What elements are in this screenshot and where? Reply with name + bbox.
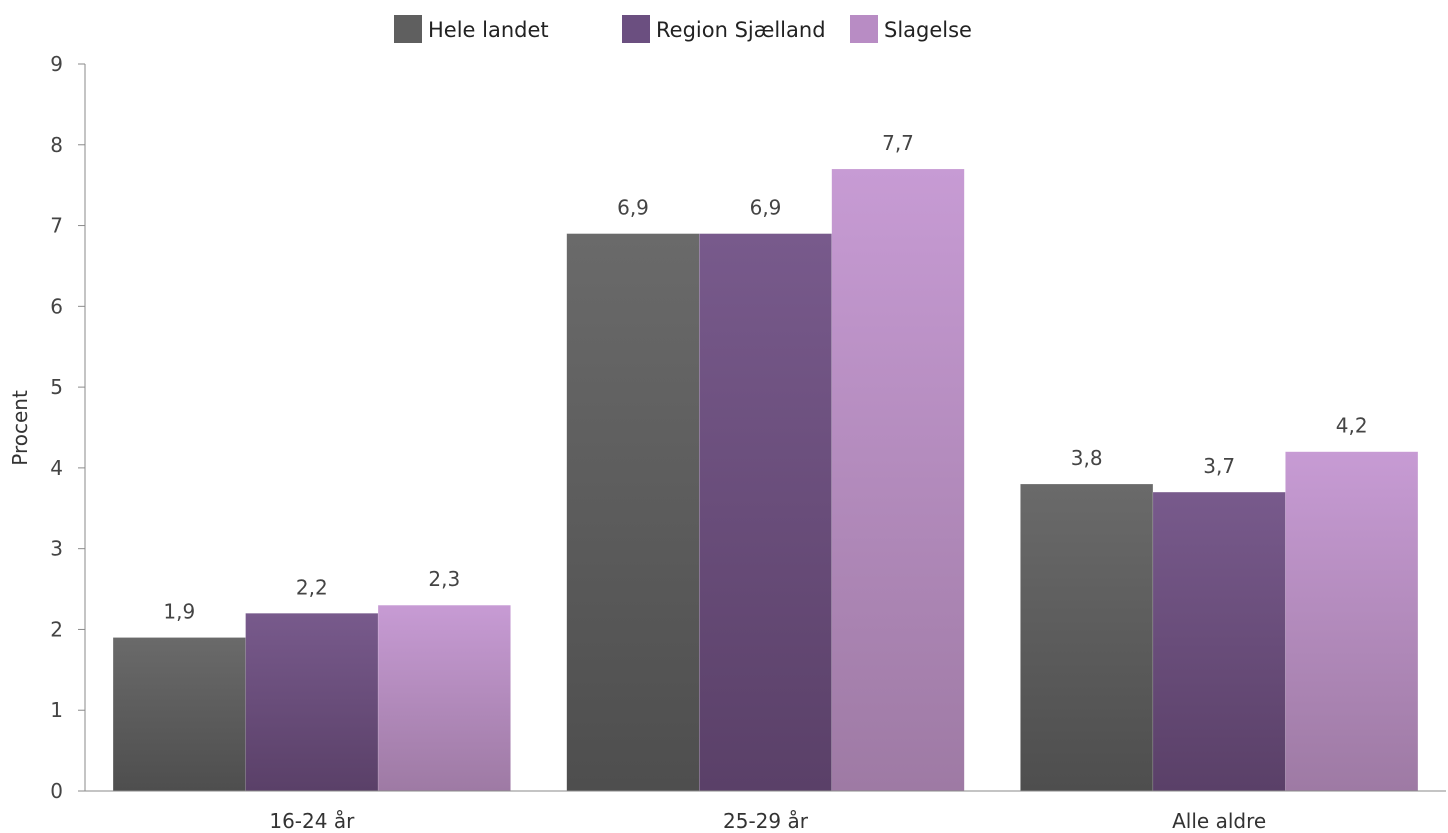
legend-label: Hele landet: [428, 18, 549, 42]
bar-hele-landet: [112, 637, 246, 792]
bar-hele-landet: [566, 233, 700, 792]
y-tick-label: 9: [50, 52, 63, 76]
y-tick-label: 8: [50, 133, 63, 157]
legend-swatch: [850, 15, 878, 43]
legend-swatch: [622, 15, 650, 43]
legend-label: Slagelse: [884, 18, 972, 42]
y-axis: 0 1 2 3 4 5 6 7 8 9: [50, 52, 86, 803]
data-label: 6,9: [750, 196, 782, 220]
bar-region-sj-lland: [245, 613, 379, 792]
bar-hele-landet: [1020, 483, 1154, 792]
y-tick-label: 4: [50, 456, 63, 480]
x-tick-label: 16-24 år: [269, 809, 355, 833]
data-label: 2,2: [296, 575, 328, 599]
bar-slagelse: [1285, 451, 1419, 792]
bar-region-sj-lland: [699, 233, 832, 792]
x-tick-label: Alle aldre: [1172, 809, 1266, 833]
legend-swatch: [394, 15, 422, 43]
data-label: 6,9: [617, 196, 649, 220]
y-tick-label: 7: [50, 214, 63, 238]
y-tick-label: 3: [50, 537, 63, 561]
data-label: 7,7: [882, 131, 914, 155]
y-tick-label: 1: [50, 698, 63, 722]
legend: Hele landet Region Sjælland Slagelse: [394, 15, 972, 43]
data-label: 4,2: [1336, 414, 1368, 438]
y-tick-label: 0: [50, 779, 63, 803]
bar-slagelse: [377, 604, 511, 792]
x-tick-label: 25-29 år: [723, 809, 809, 833]
data-label: 3,8: [1071, 446, 1103, 470]
y-axis-title: Procent: [8, 390, 32, 466]
bar-region-sj-lland: [1152, 491, 1286, 792]
legend-label: Region Sjælland: [656, 18, 826, 42]
data-label: 1,9: [163, 600, 195, 624]
y-tick-label: 2: [50, 617, 63, 641]
x-axis: 16-24 år 25-29 år Alle aldre: [85, 790, 1446, 833]
y-tick-label: 5: [50, 375, 63, 399]
bar-slagelse: [831, 168, 965, 792]
data-label: 3,7: [1203, 454, 1235, 478]
y-tick-label: 6: [50, 294, 63, 318]
data-label: 2,3: [428, 567, 460, 591]
bars: 1,9 2,2 2,3 6,9 6,9 7,7 3,8 3,7 4,2: [112, 131, 1419, 792]
